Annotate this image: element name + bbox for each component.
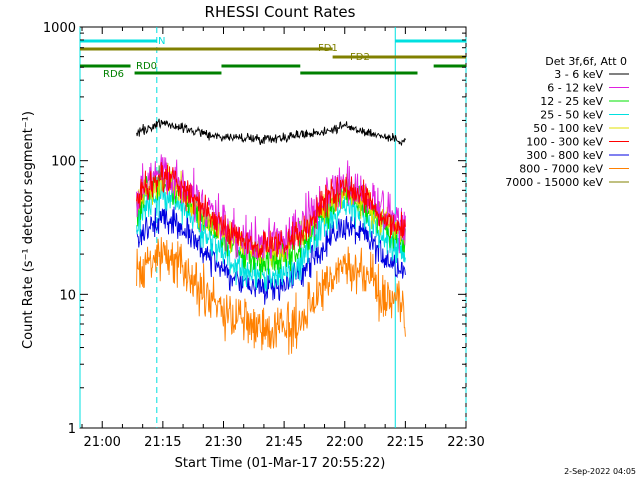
legend-label-7: 800 - 7000 keV <box>519 163 603 176</box>
status-label-rd0: RD0 <box>136 61 157 72</box>
status-label-rd6: RD6 <box>103 69 124 80</box>
chart-title: RHESSI Count Rates <box>205 3 356 21</box>
y-tick-label-2: 100 <box>51 155 76 170</box>
x-tick-label-0: 21:00 <box>83 435 120 450</box>
y-tick-label-3: 1000 <box>43 21 76 36</box>
series-lines <box>136 118 406 355</box>
x-axis-label: Start Time (01-Mar-17 20:55:22) <box>175 456 386 471</box>
series-line-0 <box>136 118 406 146</box>
legend-label-2: 12 - 25 keV <box>540 95 603 108</box>
status-bars: N FD1 FD2 RD0 RD6 <box>80 36 466 80</box>
axis-ticks: 21:00 21:15 21:30 21:45 22:00 22:15 22:30 1 10 10… <box>43 21 485 450</box>
status-label-fd1: FD1 <box>318 43 338 54</box>
footer-timestamp: 2-Sep-2022 04:05 <box>564 467 636 476</box>
y-tick-label-0: 1 <box>68 422 76 437</box>
x-tick-label-1: 21:15 <box>144 435 181 450</box>
series-line-5 <box>136 162 406 258</box>
series-line-1 <box>136 154 406 261</box>
y-axis-label: Count Rate (s⁻¹ detector segment⁻¹) <box>21 111 36 349</box>
x-tick-label-3: 21:45 <box>265 435 302 450</box>
legend-label-8: 7000 - 15000 keV <box>505 176 603 189</box>
x-tick-label-6: 22:30 <box>447 435 484 450</box>
legend-label-3: 25 - 50 keV <box>540 109 603 122</box>
x-tick-label-2: 21:30 <box>205 435 242 450</box>
legend-label-0: 3 - 6 keV <box>554 68 603 81</box>
series-line-7 <box>136 237 406 355</box>
x-tick-label-4: 22:00 <box>326 435 363 450</box>
status-label-fd2: FD2 <box>350 52 370 63</box>
legend-label-6: 300 - 800 keV <box>526 149 603 162</box>
status-label-n: N <box>158 36 165 47</box>
y-tick-label-1: 10 <box>59 288 76 303</box>
legend-label-1: 6 - 12 keV <box>547 82 603 95</box>
legend-label-4: 50 - 100 keV <box>533 122 603 135</box>
legend-header: Det 3f,6f, Att 0 <box>545 55 627 68</box>
legend-label-5: 100 - 300 keV <box>526 136 603 149</box>
x-tick-label-5: 22:15 <box>387 435 424 450</box>
